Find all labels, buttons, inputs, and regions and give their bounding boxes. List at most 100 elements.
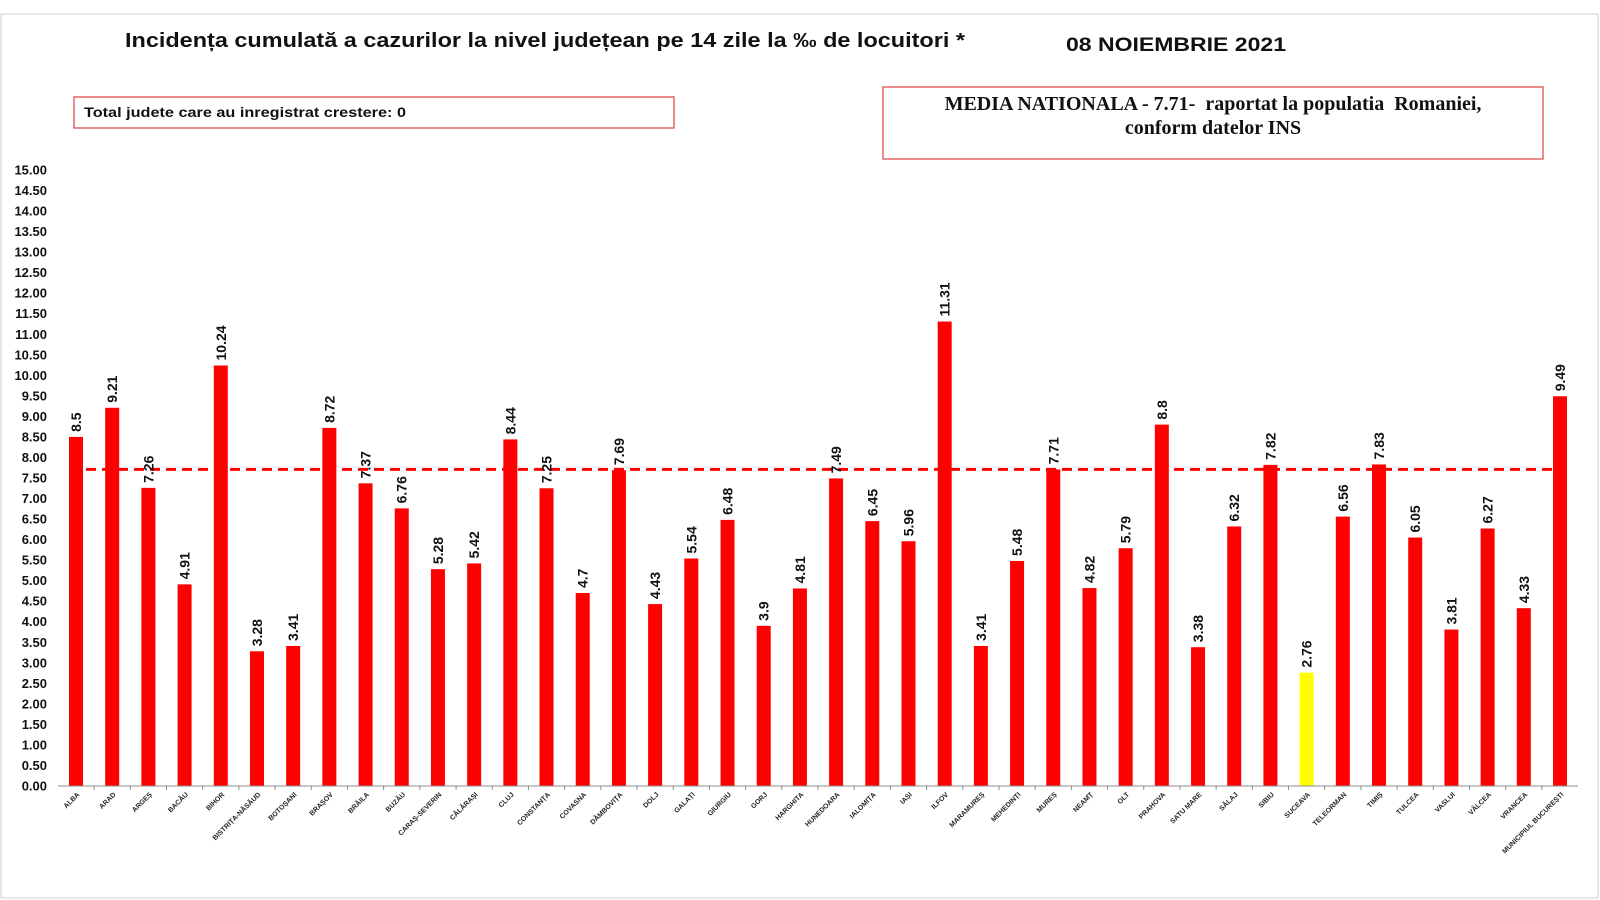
- bars: [69, 321, 1567, 786]
- bar: [1516, 608, 1531, 786]
- y-tick-label: 8.00: [22, 450, 47, 465]
- value-label: 6.48: [720, 487, 736, 514]
- bar: [141, 487, 156, 786]
- bar: [249, 651, 264, 786]
- value-label: 2.76: [1299, 640, 1315, 667]
- value-label: 4.82: [1081, 556, 1097, 583]
- bar: [1263, 464, 1278, 786]
- y-tick-label: 6.50: [22, 512, 47, 527]
- national-average-box-frame: [882, 86, 1544, 160]
- chart-title: Incidența cumulată a cazurilor la nivel …: [125, 30, 965, 52]
- y-tick-label: 0.00: [22, 779, 47, 794]
- value-label: 3.41: [285, 614, 301, 641]
- y-tick-label: 3.50: [22, 635, 47, 650]
- bar: [322, 427, 337, 786]
- value-label: 7.82: [1262, 432, 1278, 459]
- bar: [1046, 469, 1061, 786]
- chart-date: 08 NOIEMBRIE 2021: [1066, 35, 1287, 56]
- bar: [1082, 588, 1097, 786]
- value-label: 6.76: [394, 476, 410, 503]
- value-label: 6.45: [864, 489, 880, 516]
- value-label: 7.69: [611, 438, 627, 465]
- value-label: 5.79: [1118, 516, 1134, 543]
- value-labels: 8.5 9.21 7.26 4.91 10.24 3.28 3.41 8.72 7.37 6.76…: [68, 282, 1568, 668]
- value-label: 3.38: [1190, 615, 1206, 642]
- national-average-box: MEDIA NATIONALA - 7.71- raportat la popu…: [882, 86, 1544, 160]
- y-tick-label: 7.50: [22, 471, 47, 486]
- value-label: 7.71: [1045, 437, 1061, 464]
- bar-highlighted: [1299, 672, 1314, 786]
- value-label: 7.25: [539, 456, 555, 483]
- bar: [756, 625, 771, 786]
- value-label: 7.26: [140, 455, 156, 482]
- value-label: 7.37: [358, 451, 374, 478]
- y-tick-label: 8.50: [22, 429, 47, 444]
- bar: [286, 645, 301, 786]
- value-label: 8.44: [502, 407, 518, 434]
- bar: [1372, 464, 1387, 786]
- y-tick-label: 0.50: [22, 758, 47, 773]
- y-tick-label: 5.50: [22, 553, 47, 568]
- value-label: 4.81: [792, 556, 808, 583]
- bar: [1408, 537, 1423, 786]
- y-tick-label: 11.50: [15, 306, 47, 321]
- bar: [503, 439, 518, 786]
- bar: [1154, 424, 1169, 786]
- bar: [901, 541, 916, 786]
- bar: [1227, 526, 1242, 786]
- bar: [1444, 629, 1459, 786]
- bar: [720, 519, 735, 786]
- value-label: 5.54: [683, 526, 699, 553]
- y-tick-label: 15.00: [14, 163, 47, 178]
- bar: [430, 569, 445, 786]
- bar: [1118, 548, 1133, 786]
- bar: [865, 521, 880, 786]
- y-tick-label: 5.00: [22, 573, 47, 588]
- value-label: 8.72: [321, 395, 337, 422]
- bar: [648, 604, 663, 786]
- value-label: 10.24: [213, 325, 229, 360]
- national-average-text-line2: conform datelor INS: [1125, 117, 1301, 139]
- y-tick-label: 2.50: [22, 676, 47, 691]
- bar: [394, 508, 409, 786]
- value-label: 6.27: [1480, 496, 1496, 523]
- y-tick-label: 14.50: [14, 183, 47, 198]
- y-tick-label: 11.00: [15, 327, 47, 342]
- value-label: 11.31: [937, 282, 953, 316]
- y-tick-label: 4.50: [22, 594, 47, 609]
- y-tick-label: 12.50: [14, 265, 47, 280]
- y-tick-label: 1.50: [22, 717, 47, 732]
- bar: [1010, 560, 1025, 786]
- y-tick-label: 12.00: [14, 286, 47, 301]
- y-tick-label: 4.00: [22, 614, 47, 629]
- value-label: 7.49: [828, 446, 844, 473]
- bar: [1191, 647, 1206, 786]
- bar: [792, 588, 807, 786]
- bar: [937, 321, 952, 786]
- bar: [467, 563, 482, 786]
- value-label: 9.21: [104, 375, 120, 402]
- y-tick-label: 9.00: [22, 409, 47, 424]
- bar: [575, 592, 590, 786]
- info-box: Total judete care au inregistrat crester…: [73, 96, 675, 129]
- value-label: 3.9: [756, 601, 772, 621]
- y-tick-label: 13.50: [14, 224, 47, 239]
- value-label: 6.05: [1407, 505, 1423, 532]
- y-axis: 0.00 0.50 1.00 1.50 2.00 2.50 3.00 3.50 4.00 4.50…: [14, 163, 47, 794]
- value-label: 8.8: [1154, 400, 1170, 420]
- value-label: 3.81: [1443, 597, 1459, 624]
- value-label: 4.43: [647, 572, 663, 599]
- bar: [539, 488, 554, 786]
- info-box-text: Total judete care au inregistrat crester…: [84, 105, 406, 120]
- y-tick-label: 10.00: [14, 368, 47, 383]
- bar: [1335, 516, 1350, 786]
- value-label: 4.7: [575, 568, 591, 588]
- national-average-text-line1: MEDIA NATIONALA - 7.71- raportat la popu…: [945, 93, 1482, 115]
- y-tick-label: 10.50: [14, 347, 47, 362]
- bar: [358, 483, 373, 786]
- y-tick-label: 6.00: [22, 532, 47, 547]
- y-tick-label: 1.00: [22, 737, 47, 752]
- y-tick-label: 9.50: [22, 388, 47, 403]
- value-label: 9.49: [1552, 364, 1568, 391]
